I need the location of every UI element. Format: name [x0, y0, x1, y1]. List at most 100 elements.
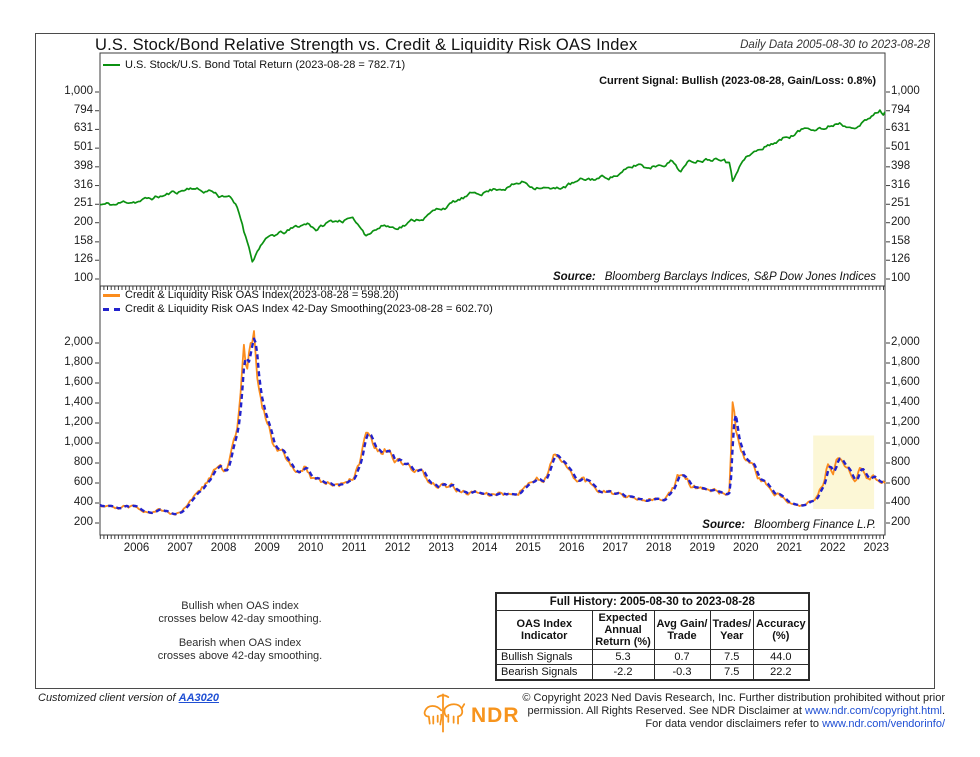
bearish-avg-gain: -0.3 — [653, 664, 711, 681]
y-tick-label: 1,800 — [64, 356, 93, 368]
page-title: U.S. Stock/Bond Relative Strength vs. Cr… — [95, 36, 638, 54]
x-year-label: 2022 — [819, 542, 846, 554]
y-tick-label: 800 — [891, 456, 911, 468]
chart-id-link[interactable]: AA3020 — [178, 692, 219, 704]
y-tick-label: 251 — [891, 197, 911, 210]
bullish-avg-gain: 0.7 — [653, 649, 711, 665]
source-text: Bloomberg Finance L.P. — [754, 519, 876, 531]
y-tick-label: 126 — [891, 253, 911, 266]
x-year-label: 2009 — [254, 542, 280, 554]
copyright-line1: © Copyright 2023 Ned Davis Research, Inc… — [522, 692, 945, 704]
x-year-label: 2013 — [428, 542, 454, 554]
bullish-expected-return: 5.3 — [591, 649, 655, 665]
source-label: Source: — [552, 271, 596, 283]
y-tick-label: 794 — [73, 103, 93, 116]
y-tick-label: 1,000 — [891, 85, 920, 97]
oas-legend: Credit & Liquidity Risk OAS Index(2023-0… — [103, 289, 399, 301]
bullish-trades-year: 7.5 — [709, 649, 755, 665]
bottom-chart-source: Source: Bloomberg Finance L.P. — [702, 519, 876, 531]
top-chart-legend-label: U.S. Stock/U.S. Bond Total Return (2023-… — [125, 59, 406, 71]
smoothing-line-swatch — [103, 307, 120, 311]
smoothing-legend-label: Credit & Liquidity Risk OAS Index 42-Day… — [125, 303, 493, 315]
bearish-rule-line2: crosses above 42-day smoothing. — [157, 650, 323, 662]
customized-version-note: Customized client version of AA3020 — [38, 692, 219, 704]
customized-version-text: Customized client version of — [38, 692, 179, 704]
y-tick-label: 316 — [73, 178, 93, 191]
x-year-label: 2012 — [384, 542, 411, 554]
y-tick-label: 1,200 — [64, 416, 93, 428]
x-year-label: 2008 — [210, 542, 237, 554]
y-tick-label: 400 — [73, 496, 93, 508]
y-tick-label: 1,800 — [891, 356, 920, 368]
y-tick-label: 158 — [73, 234, 93, 247]
outer-frame — [35, 33, 935, 689]
bullish-accuracy: 44.0 — [753, 649, 810, 665]
oas-line-swatch — [103, 293, 120, 297]
y-tick-label: 100 — [891, 272, 911, 284]
bearish-expected-return: -2.2 — [591, 664, 655, 681]
x-year-label: 2016 — [558, 542, 585, 554]
table-row-bearish: Bearish Signals -2.2 -0.3 7.5 22.2 — [495, 664, 810, 681]
copyright-link[interactable]: www.ndr.com/copyright.html — [805, 705, 942, 718]
y-tick-label: 1,000 — [64, 436, 93, 448]
y-tick-label: 1,400 — [64, 396, 93, 408]
top-chart-legend: U.S. Stock/U.S. Bond Total Return (2023-… — [103, 59, 405, 71]
x-year-label: 2019 — [689, 542, 716, 554]
table-row-bullish: Bullish Signals 5.3 0.7 7.5 44.0 — [495, 649, 810, 665]
y-tick-label: 600 — [891, 476, 911, 488]
bearish-rule-line1: Bearish when OAS index — [178, 637, 302, 649]
bearish-row-label: Bearish Signals — [495, 664, 593, 681]
x-year-label: 2014 — [471, 542, 498, 554]
oas-legend-label: Credit & Liquidity Risk OAS Index(2023-0… — [125, 289, 399, 301]
x-year-label: 2015 — [515, 542, 541, 554]
y-tick-label: 501 — [891, 141, 911, 154]
copyright-line2: permission. All Rights Reserved. See NDR… — [527, 705, 945, 718]
col-header-trades-year: Trades/ Year — [709, 610, 755, 650]
table-title: Full History: 2005-08-30 to 2023-08-28 — [495, 592, 810, 611]
y-tick-label: 251 — [73, 197, 93, 210]
y-tick-label: 316 — [891, 178, 911, 191]
y-tick-label: 200 — [73, 516, 93, 528]
col-header-avg-gain: Avg Gain/ Trade — [653, 610, 711, 650]
y-tick-label: 631 — [73, 122, 93, 135]
ndr-wordmark: NDR — [471, 703, 520, 727]
y-tick-label: 1,200 — [891, 416, 920, 428]
x-year-label: 2011 — [341, 542, 367, 554]
col-header-expected-return: Expected Annual Return (%) — [591, 610, 655, 650]
y-tick-label: 1,000 — [64, 85, 93, 97]
copyright-block: © Copyright 2023 Ned Davis Research, Inc… — [465, 692, 945, 732]
y-tick-label: 200 — [73, 215, 93, 228]
y-tick-label: 2,000 — [64, 336, 93, 348]
bullish-row-label: Bullish Signals — [495, 649, 593, 665]
ndr-logo: NDR — [420, 692, 520, 739]
top-chart-source: Source: Bloomberg Barclays Indices, S&P D… — [553, 271, 876, 283]
y-tick-label: 1,600 — [64, 376, 93, 388]
y-tick-label: 400 — [891, 496, 911, 508]
y-tick-label: 200 — [891, 516, 911, 528]
y-tick-label: 158 — [891, 234, 911, 247]
y-tick-label: 398 — [73, 159, 93, 172]
x-year-label: 2007 — [167, 542, 193, 554]
source-text: Bloomberg Barclays Indices, S&P Dow Jone… — [604, 271, 876, 283]
ndr-logo-icon — [420, 692, 466, 739]
x-year-label: 2021 — [776, 542, 803, 554]
y-tick-label: 1,000 — [891, 436, 920, 448]
full-history-stats-table: Full History: 2005-08-30 to 2023-08-28 O… — [495, 592, 810, 681]
y-tick-label: 800 — [73, 456, 93, 468]
y-tick-label: 1,400 — [891, 396, 920, 408]
x-year-label: 2018 — [645, 542, 672, 554]
copyright-line3: For data vendor disclaimers refer to www… — [645, 718, 945, 731]
y-tick-label: 2,000 — [891, 336, 920, 348]
x-year-label: 2020 — [732, 542, 759, 554]
y-tick-label: 794 — [891, 103, 911, 116]
bearish-trades-year: 7.5 — [709, 664, 755, 681]
bearish-accuracy: 22.2 — [753, 664, 810, 681]
vendorinfo-link[interactable]: www.ndr.com/vendorinfo/ — [822, 718, 945, 731]
smoothing-legend: Credit & Liquidity Risk OAS Index 42-Day… — [103, 303, 493, 315]
x-year-label: 2023 — [863, 542, 890, 554]
table-header-row: OAS Index Indicator Expected Annual Retu… — [495, 610, 810, 650]
y-tick-label: 398 — [891, 159, 911, 172]
x-year-label: 2017 — [602, 542, 628, 554]
y-tick-label: 1,600 — [891, 376, 920, 388]
